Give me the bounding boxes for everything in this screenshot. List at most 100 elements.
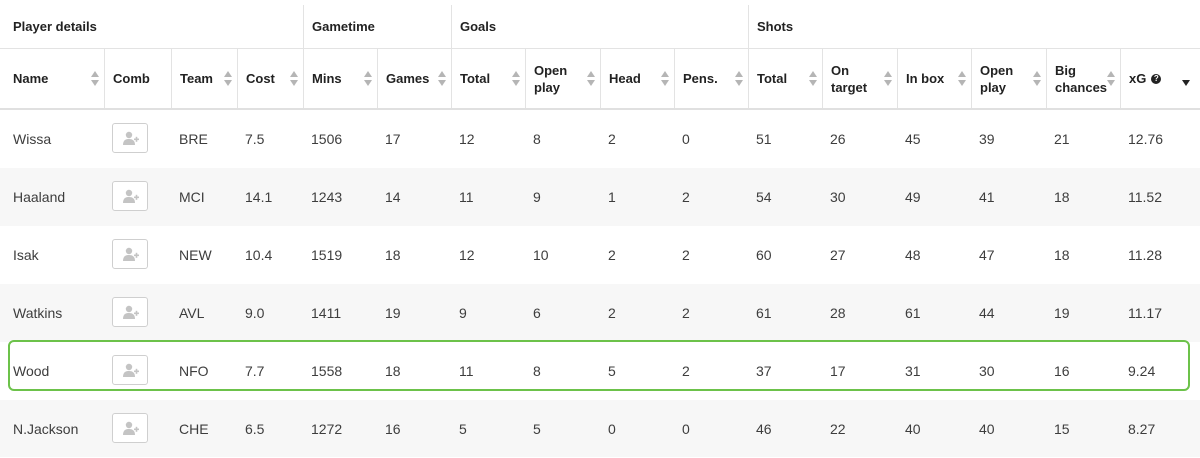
add-user-icon [123, 189, 139, 203]
cell-team: BRE [179, 131, 208, 147]
sort-arrows-icon[interactable] [364, 71, 372, 87]
cell-mins: 1558 [311, 363, 343, 379]
column-group-1: Gametime [303, 5, 451, 48]
help-icon[interactable]: ? [1151, 73, 1162, 84]
sort-arrows-icon[interactable] [735, 71, 743, 87]
table-row[interactable]: Wood NFO 7.7 1558 18 11 8 5 2 37 17 31 30 16 9.24 [0, 342, 1200, 400]
column-header-label: Big chances [1055, 62, 1108, 95]
cell-name[interactable]: Wood [13, 363, 50, 379]
cell-goals-total: 5 [459, 421, 467, 437]
sort-arrows-icon[interactable] [958, 71, 966, 87]
cell-team: NEW [179, 247, 212, 263]
cell-goals-open: 8 [533, 363, 541, 379]
cell-shots-on: 17 [830, 363, 846, 379]
cell-mins: 1519 [311, 247, 343, 263]
cell-mins: 1506 [311, 131, 343, 147]
column-header-goals-pens[interactable]: Pens. [674, 49, 748, 108]
cell-goals-open: 5 [533, 421, 541, 437]
add-user-button[interactable] [112, 239, 148, 269]
cell-name[interactable]: Wissa [13, 131, 52, 147]
cell-shots-open: 47 [979, 247, 995, 263]
column-header-games[interactable]: Games [377, 49, 451, 108]
column-header-team[interactable]: Team [171, 49, 237, 108]
sort-arrows-icon[interactable] [290, 71, 298, 87]
table-row[interactable]: Wissa BRE 7.5 1506 17 12 8 2 0 51 26 45 39 21 12.76 [0, 110, 1200, 168]
cell-goals-open: 6 [533, 305, 541, 321]
table-row[interactable]: Watkins AVL 9.0 1411 19 9 6 2 2 61 28 61 44 19 11.17 [0, 284, 1200, 342]
sort-arrows-icon[interactable] [587, 71, 595, 87]
cell-goals-pens: 2 [682, 305, 690, 321]
cell-name[interactable]: Watkins [13, 305, 63, 321]
sort-arrows-icon[interactable] [809, 71, 817, 87]
sort-arrows-icon[interactable] [1107, 71, 1115, 87]
sort-arrows-icon[interactable] [512, 71, 520, 87]
column-group-2: Goals [451, 5, 748, 48]
cell-big-chances: 15 [1054, 421, 1070, 437]
column-header-shots-open[interactable]: Open play [971, 49, 1046, 108]
cell-big-chances: 19 [1054, 305, 1070, 321]
column-header-goals-total[interactable]: Total [451, 49, 525, 108]
sort-arrows-icon[interactable] [884, 71, 892, 87]
column-header-name[interactable]: Name [5, 49, 104, 108]
add-user-button[interactable] [112, 355, 148, 385]
add-user-button[interactable] [112, 181, 148, 211]
column-header-shots-box[interactable]: In box [897, 49, 971, 108]
cell-goals-pens: 2 [682, 189, 690, 205]
sort-arrows-icon[interactable] [1033, 71, 1041, 87]
column-header-big-chances[interactable]: Big chances [1046, 49, 1120, 108]
sort-arrows-icon[interactable] [224, 71, 232, 87]
cell-big-chances: 18 [1054, 247, 1070, 263]
cell-mins: 1411 [311, 305, 342, 321]
add-user-button[interactable] [112, 123, 148, 153]
cell-shots-on: 30 [830, 189, 846, 205]
column-header-goals-open[interactable]: Open play [525, 49, 600, 108]
cell-shots-total: 51 [756, 131, 772, 147]
cell-shots-box: 48 [905, 247, 921, 263]
add-user-icon [123, 421, 139, 435]
cell-mins: 1272 [311, 421, 343, 437]
cell-goals-total: 11 [459, 363, 474, 379]
cell-shots-total: 37 [756, 363, 772, 379]
cell-goals-open: 10 [533, 247, 549, 263]
cell-name[interactable]: Haaland [13, 189, 66, 205]
cell-cost: 6.5 [245, 421, 265, 437]
cell-team: AVL [179, 305, 205, 321]
table-row[interactable]: Isak NEW 10.4 1519 18 12 10 2 2 60 27 48 47 18 11.28 [0, 226, 1200, 284]
sort-arrows-icon[interactable] [661, 71, 669, 87]
column-header-shots-on[interactable]: On target [822, 49, 897, 108]
column-group-header: Player details Gametime Goals Shots [0, 5, 1200, 48]
column-header-mins[interactable]: Mins [303, 49, 377, 108]
cell-goals-pens: 2 [682, 363, 690, 379]
add-user-button[interactable] [112, 297, 148, 327]
cell-big-chances: 16 [1054, 363, 1070, 379]
cell-cost: 7.5 [245, 131, 265, 147]
column-header-cost[interactable]: Cost [237, 49, 303, 108]
table-row[interactable]: Haaland MCI 14.1 1243 14 11 9 1 2 54 30 49 41 18 11.52 [0, 168, 1200, 226]
column-header-comb[interactable]: Comb [104, 49, 171, 108]
column-header-goals-head[interactable]: Head [600, 49, 674, 108]
column-header-label: Games [386, 71, 430, 86]
sort-arrows-icon[interactable] [438, 71, 446, 87]
cell-shots-on: 22 [830, 421, 846, 437]
cell-name[interactable]: N.Jackson [13, 421, 79, 437]
sort-arrows-icon[interactable] [1182, 71, 1190, 87]
column-header-label: xG [1129, 71, 1147, 86]
cell-shots-total: 61 [756, 305, 772, 321]
cell-goals-total: 11 [459, 189, 474, 205]
cell-team: NFO [179, 363, 209, 379]
cell-xg: 12.76 [1128, 131, 1164, 147]
column-header-shots-total[interactable]: Total [748, 49, 822, 108]
add-user-icon [123, 131, 139, 145]
divider [0, 48, 1200, 49]
add-user-button[interactable] [112, 413, 148, 443]
cell-shots-open: 39 [979, 131, 995, 147]
column-header-xg[interactable]: xG? [1120, 49, 1195, 108]
cell-games: 17 [385, 131, 401, 147]
table-row[interactable]: N.Jackson CHE 6.5 1272 16 5 5 0 0 46 22 40 40 15 8.27 [0, 400, 1200, 457]
cell-shots-box: 31 [905, 363, 921, 379]
cell-goals-total: 12 [459, 131, 475, 147]
column-header-label: Mins [312, 71, 342, 86]
cell-xg: 9.24 [1128, 363, 1156, 379]
cell-name[interactable]: Isak [13, 247, 39, 263]
sort-arrows-icon[interactable] [91, 71, 99, 87]
